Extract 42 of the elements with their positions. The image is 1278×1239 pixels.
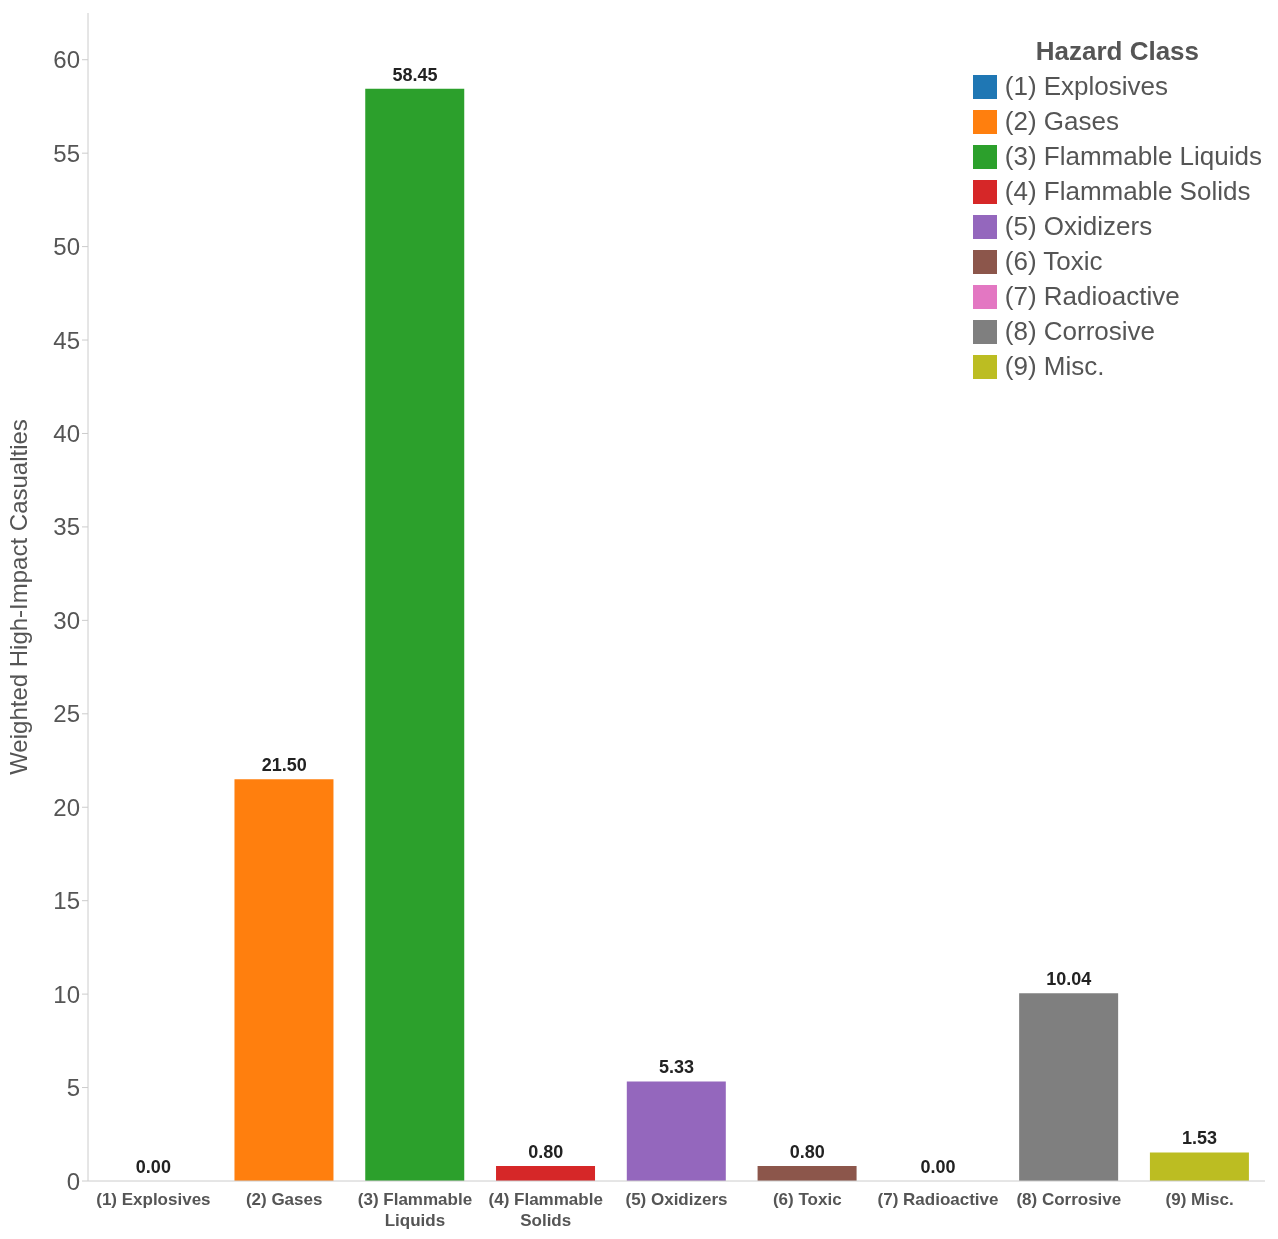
- legend-label: (4) Flammable Solids: [1004, 176, 1251, 207]
- y-tick-label: 35: [53, 513, 80, 541]
- data-label: 1.53: [1182, 1128, 1218, 1149]
- y-tick-label: 25: [53, 700, 80, 728]
- data-label: 0.80: [528, 1142, 564, 1163]
- x-tick-label: (8) Corrosive: [1016, 1190, 1122, 1209]
- data-label: 58.45: [392, 64, 438, 85]
- data-label: 0.80: [789, 1142, 825, 1163]
- x-tick-label: (2) Gases: [245, 1190, 323, 1209]
- y-tick-label: 10: [53, 980, 80, 1008]
- x-tick-label: (4) Flammable Solids: [488, 1190, 603, 1230]
- legend-label: (1) Explosives: [1004, 71, 1169, 102]
- legend-label: (5) Oxidizers: [1004, 211, 1153, 242]
- x-tick-label: (3) Flammable Liquids: [357, 1190, 473, 1230]
- y-axis-title: Weighted High-Impact Casualties: [4, 419, 32, 775]
- x-tick-label: (7) Radioactive: [877, 1190, 999, 1209]
- legend-label: (8) Corrosive: [1004, 316, 1156, 347]
- x-tick-label: (6) Toxic: [772, 1190, 842, 1209]
- y-tick-label: 50: [53, 233, 80, 261]
- y-tick-label: 15: [53, 887, 80, 915]
- legend-title: Hazard Class: [1034, 36, 1201, 67]
- legend-label: (6) Toxic: [1004, 246, 1103, 277]
- y-tick-label: 45: [53, 326, 80, 354]
- y-tick-label: 60: [53, 46, 80, 74]
- y-tick-label: 30: [53, 606, 80, 634]
- x-tick-label: (9) Misc.: [1165, 1190, 1234, 1209]
- y-tick-label: 20: [53, 793, 80, 821]
- data-label: 5.33: [658, 1057, 695, 1078]
- y-tick-label: 55: [53, 139, 80, 167]
- legend-label: (2) Gases: [1004, 106, 1119, 137]
- y-tick-label: 5: [66, 1074, 80, 1102]
- data-label: 0.00: [920, 1157, 956, 1177]
- legend-label: (3) Flammable Liquids: [1004, 141, 1262, 172]
- data-label: 21.50: [261, 755, 307, 776]
- y-tick-label: 0: [66, 1167, 80, 1195]
- legend-label: (9) Misc.: [1004, 351, 1105, 382]
- legend-label: (7) Radioactive: [1004, 281, 1180, 312]
- data-label: 0.00: [135, 1157, 171, 1177]
- y-tick-label: 40: [53, 420, 80, 447]
- x-tick-label: (1) Explosives: [96, 1190, 211, 1209]
- data-label: 10.04: [1046, 969, 1092, 990]
- x-tick-label: (5) Oxidizers: [625, 1190, 728, 1209]
